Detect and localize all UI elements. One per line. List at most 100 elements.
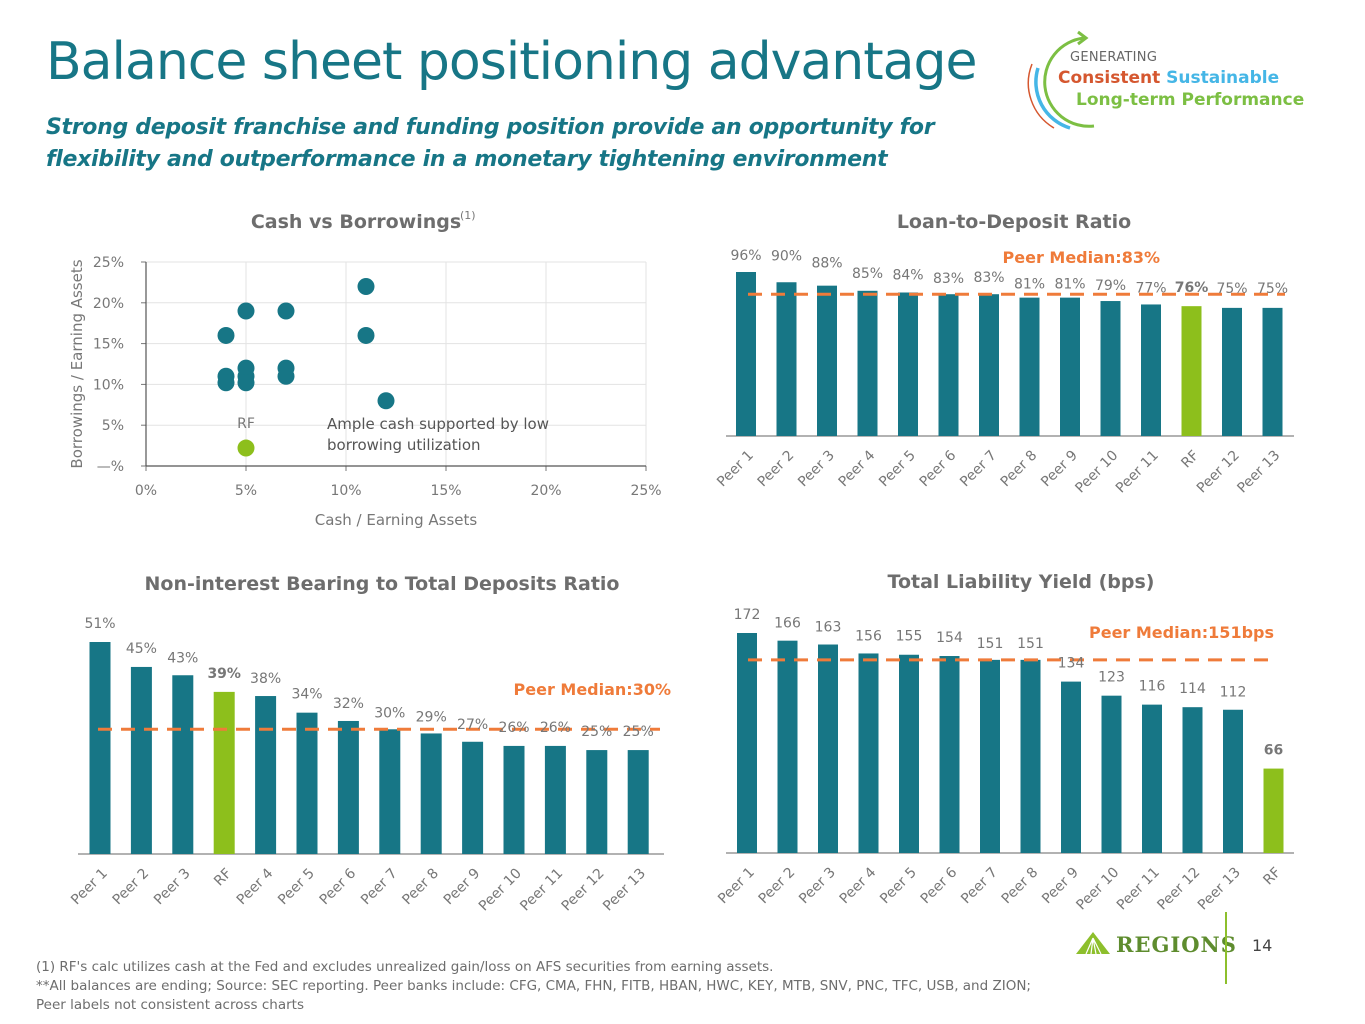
bar-value-label: 79% (1095, 278, 1126, 294)
scatter-x-tick-label: 20% (530, 483, 561, 499)
bar (736, 272, 756, 436)
page-subtitle: Strong deposit franchise and funding pos… (46, 115, 935, 172)
bar-value-label: 43% (167, 650, 198, 666)
median-label: Peer Median:30% (514, 680, 671, 699)
total-liability-yield-chart: Total Liability Yield (bps) Peer Median:… (715, 571, 1294, 913)
bar (1222, 307, 1242, 436)
bar-value-label: 90% (771, 248, 802, 264)
scatter-y-tick-label: 5% (102, 418, 124, 434)
bar (1223, 709, 1243, 853)
scatter-point (237, 374, 255, 392)
category-label: Peer 3 (796, 865, 839, 908)
logo-generating: GENERATING (1070, 50, 1158, 65)
ltd-title: Loan-to-Deposit Ratio (897, 211, 1131, 233)
scatter-y-tick-label: 10% (93, 377, 124, 393)
bar (503, 745, 525, 854)
bar (544, 745, 566, 854)
scatter-x-tick-label: 0% (135, 483, 157, 499)
scatter-x-axis-label: Cash / Earning Assets (315, 511, 478, 529)
scatter-y-tick-label: 20% (93, 296, 124, 312)
bar (858, 653, 879, 853)
regions-wordmark: Regions (1116, 932, 1237, 957)
bar (420, 733, 442, 854)
bar-value-label: 81% (1014, 277, 1045, 293)
page-number: 14 (1252, 936, 1273, 955)
scatter-x-tick-label: 10% (330, 483, 361, 499)
category-label: Peer 6 (317, 865, 360, 908)
footer-divider (1225, 912, 1227, 984)
category-label: Peer 3 (795, 448, 838, 491)
scatter-point-rf (237, 439, 255, 457)
category-label: Peer 2 (755, 448, 798, 491)
bar (1061, 681, 1081, 853)
category-label: Peer 1 (714, 448, 757, 491)
bar-value-label: 166 (774, 616, 801, 632)
nib-title: Non-interest Bearing to Total Deposits R… (145, 573, 620, 595)
bar (1262, 307, 1283, 436)
bar-value-label: 76% (1175, 280, 1209, 296)
category-label: Peer 13 (600, 866, 649, 915)
bar (817, 285, 837, 436)
scatter-y-tick-label: —% (97, 459, 124, 475)
bar-value-label: 134 (1058, 656, 1085, 672)
bar-value-label: 29% (416, 709, 447, 725)
scatter-point (237, 302, 255, 320)
bar (627, 750, 649, 854)
category-label: Peer 8 (998, 448, 1041, 491)
bar-value-label: 112 (1220, 685, 1247, 701)
bar (818, 644, 838, 853)
regions-triangle-icon (1076, 932, 1110, 955)
scatter-y-tick-label: 15% (93, 337, 124, 353)
median-label: Peer Median:151bps (1089, 623, 1274, 642)
bar (296, 712, 318, 854)
bar-value-label: 155 (896, 629, 923, 645)
bar-value-label: 81% (1054, 277, 1085, 293)
category-label: Peer 4 (836, 447, 879, 490)
scatter-point (357, 277, 375, 295)
category-label: Peer 6 (918, 864, 961, 907)
bar (777, 640, 798, 853)
scatter-point (217, 374, 235, 392)
bar (379, 729, 401, 854)
category-label: Peer 11 (517, 866, 566, 915)
bar-value-label: 151 (977, 636, 1004, 652)
bar-value-label: 114 (1179, 681, 1206, 697)
bar-value-label: 172 (734, 607, 761, 623)
category-label: Peer 13 (1234, 448, 1283, 497)
scatter-x-tick-label: 5% (235, 483, 257, 499)
bar-value-label: 156 (855, 628, 882, 644)
logo-consistent: Consistent (1058, 68, 1161, 88)
bar (1060, 297, 1080, 436)
logo-sustainable: Sustainable (1166, 68, 1280, 88)
bar (130, 666, 152, 854)
bar-value-label: 88% (811, 256, 842, 272)
category-label: Peer 12 (1154, 865, 1203, 914)
scatter-x-tick-label: 25% (630, 483, 661, 499)
category-label: Peer 12 (559, 866, 608, 915)
category-label: Peer 4 (234, 865, 277, 908)
bar-value-label: 77% (1135, 280, 1166, 296)
scatter-point (277, 367, 295, 385)
bar (586, 750, 608, 854)
bar (462, 741, 484, 854)
loan-to-deposit-chart: Loan-to-Deposit Ratio Peer Median:83% 96%… (714, 211, 1294, 496)
bar-value-label: 75% (1257, 281, 1288, 297)
non-interest-bearing-chart: Non-interest Bearing to Total Deposits R… (68, 573, 671, 914)
category-label: Peer 2 (756, 865, 799, 908)
scatter-y-axis-label: Borrowings / Earning Assets (68, 259, 86, 468)
category-label: Peer 8 (999, 865, 1042, 908)
category-label: RF (1178, 448, 1202, 472)
bar (1182, 707, 1203, 853)
scatter-annotation-line-2: borrowing utilization (327, 436, 481, 454)
category-label: Peer 7 (958, 865, 1001, 908)
footnote-1: (1) RF's calc utilizes cash at the Fed a… (36, 959, 774, 975)
bar (776, 282, 797, 436)
circular-arrow-icon (1027, 30, 1095, 130)
category-label: Peer 10 (476, 866, 525, 915)
bar (979, 294, 999, 436)
category-label: Peer 7 (358, 866, 401, 909)
bar-value-label: 116 (1139, 679, 1166, 695)
generating-performance-logo: GENERATING Consistent Sustainable Long-t… (1024, 28, 1324, 138)
category-label: RF (211, 866, 235, 890)
category-label: Peer 10 (1072, 448, 1121, 497)
